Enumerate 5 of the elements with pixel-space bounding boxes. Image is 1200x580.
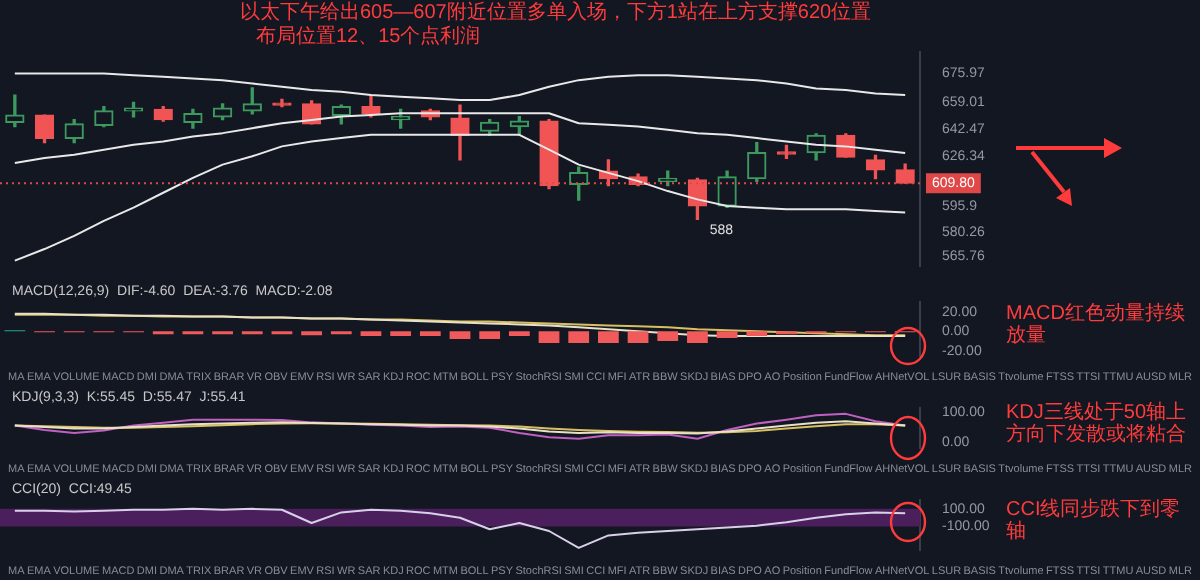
text: KDJ三线处于50轴上方向下发散或将粘合	[1006, 399, 1187, 446]
text: MACD红色动量持续放量	[1006, 300, 1185, 347]
text: 布局位置12、15个点利润	[256, 23, 481, 48]
text: CCI线同步跌下到零轴	[1006, 496, 1181, 543]
text: 以太下午给出605—607附近位置多单入场，下方1站在上方支撑620位置	[240, 0, 872, 24]
